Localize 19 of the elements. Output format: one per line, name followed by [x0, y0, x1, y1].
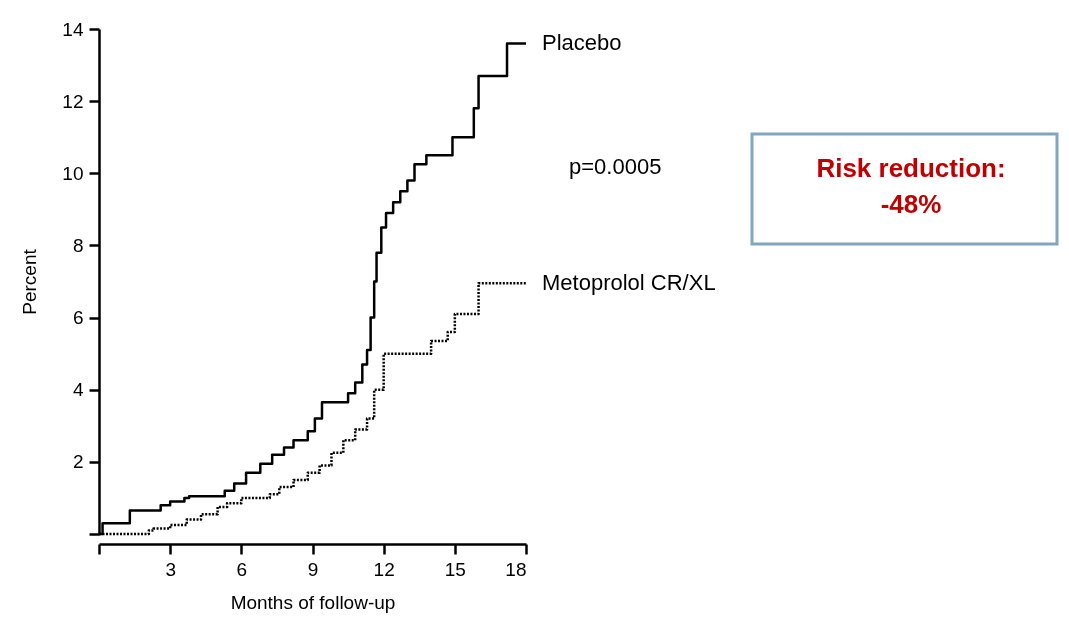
y-axis-title: Percent	[19, 248, 41, 315]
y-tick-label: 6	[72, 307, 84, 329]
x-tick-label: 3	[165, 558, 176, 580]
series-label: Placebo	[542, 30, 622, 56]
text: Risk reduction: -48%	[816, 153, 1006, 219]
x-axis-title: Months of follow-up	[230, 591, 396, 613]
y-tick-label: 10	[62, 162, 84, 184]
x-tick-label: 6	[236, 558, 248, 580]
x-tick-label: 18	[505, 558, 527, 580]
y-tick-label: 8	[72, 234, 84, 256]
series-label: Metoprolol CR/XL	[542, 270, 716, 296]
x-tick-label: 15	[444, 558, 466, 580]
y-tick-label: 2	[72, 451, 84, 473]
y-tick-label: 4	[72, 379, 84, 401]
x-tick-label: 12	[373, 558, 395, 580]
y-tick-label: 14	[62, 18, 84, 40]
x-tick-label: 9	[307, 558, 319, 580]
y-tick-label: 12	[62, 90, 84, 112]
text: p=0.0005	[569, 154, 662, 179]
